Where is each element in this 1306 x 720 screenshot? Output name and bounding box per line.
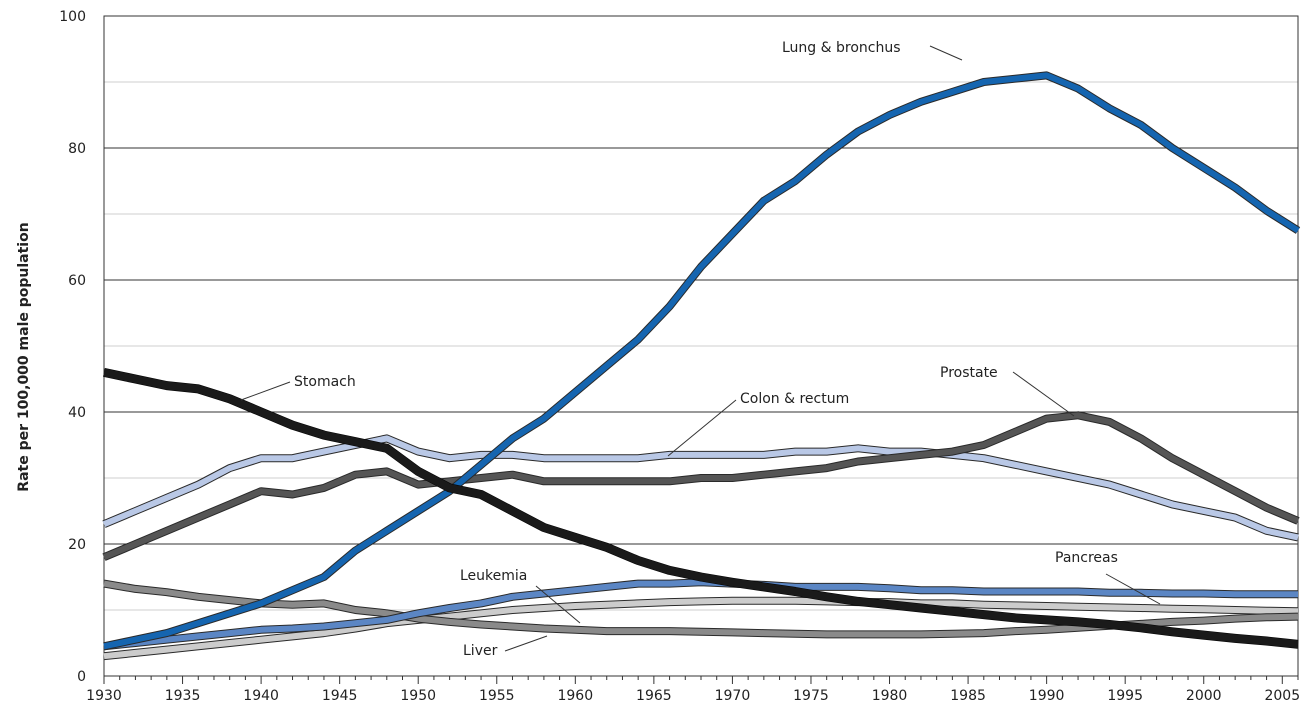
x-tick-label: 1945 xyxy=(322,688,358,704)
y-tick-label: 20 xyxy=(68,537,86,553)
x-tick-label: 1995 xyxy=(1107,688,1143,704)
annotations: Lung & bronchus Stomach Prostate Colon & re… xyxy=(240,40,1161,659)
y-tick-label: 40 xyxy=(68,405,86,421)
x-tick-label: 1935 xyxy=(165,688,201,704)
annotation-pancreas: Pancreas xyxy=(1055,550,1161,605)
x-tick-label: 2005 xyxy=(1264,688,1300,704)
series-prostate xyxy=(102,411,1300,561)
annotation-leukemia: Leukemia xyxy=(460,568,581,624)
series-lung xyxy=(103,71,1301,651)
x-tick-label: 1980 xyxy=(872,688,908,704)
series-colon-line xyxy=(102,435,1299,541)
series-pancreas xyxy=(103,578,1298,651)
annotation-leader-line xyxy=(535,585,581,624)
annotation-leader-line xyxy=(504,635,548,652)
series-stomach xyxy=(103,367,1299,649)
series-pancreas-line xyxy=(103,579,1298,650)
series-lines xyxy=(102,71,1301,661)
series-leukemia xyxy=(103,596,1299,661)
gridlines xyxy=(104,81,1298,611)
annotation-label: Stomach xyxy=(294,374,356,390)
x-tick-label: 1960 xyxy=(557,688,593,704)
y-tick-label: 80 xyxy=(68,141,86,157)
x-tick-label: 1990 xyxy=(1029,688,1065,704)
annotation-leader-line xyxy=(240,381,291,401)
x-tick-label: 1930 xyxy=(86,688,122,704)
y-axis: 0 20 40 60 80 100 xyxy=(59,9,86,685)
annotation-stomach: Stomach xyxy=(240,374,356,401)
x-tick-label: 1965 xyxy=(636,688,672,704)
series-stomach-line xyxy=(103,368,1299,649)
annotation-label: Prostate xyxy=(940,365,998,381)
x-tick-label: 1985 xyxy=(950,688,986,704)
series-lung-line xyxy=(103,72,1300,650)
annotation-liver: Liver xyxy=(463,635,548,659)
x-tick-label: 1970 xyxy=(715,688,751,704)
x-tick-label: 1955 xyxy=(479,688,515,704)
annotation-label: Colon & rectum xyxy=(740,391,849,407)
y-tick-label: 60 xyxy=(68,273,86,289)
annotation-colon: Colon & rectum xyxy=(667,391,849,457)
annotation-label: Pancreas xyxy=(1055,550,1118,566)
series-prostate-line xyxy=(102,412,1300,560)
x-tick-label: 1950 xyxy=(400,688,436,704)
annotation-leader-line xyxy=(667,399,737,457)
annotation-leader-line xyxy=(1012,371,1075,417)
x-tick-label: 1975 xyxy=(793,688,829,704)
annotation-prostate: Prostate xyxy=(940,365,1075,417)
series-lung-outline xyxy=(103,71,1301,651)
annotation-leader-line xyxy=(929,45,963,61)
y-tick-label: 100 xyxy=(59,9,86,25)
y-tick-label: 0 xyxy=(77,669,86,685)
annotation-label: Liver xyxy=(463,643,498,659)
annotation-label: Lung & bronchus xyxy=(782,40,901,56)
annotation-lung: Lung & bronchus xyxy=(782,40,963,61)
series-colon xyxy=(102,434,1299,542)
x-tick-label: 2000 xyxy=(1186,688,1222,704)
annotation-label: Leukemia xyxy=(460,568,527,584)
x-axis: 1930 1935 1940 1945 1950 1955 1960 1965 1970 1975… xyxy=(86,676,1300,704)
series-leukemia-line xyxy=(103,597,1299,660)
annotation-leader-line xyxy=(1105,573,1161,605)
y-axis-title: Rate per 100,000 male population xyxy=(16,222,32,491)
x-tick-label: 1940 xyxy=(243,688,279,704)
